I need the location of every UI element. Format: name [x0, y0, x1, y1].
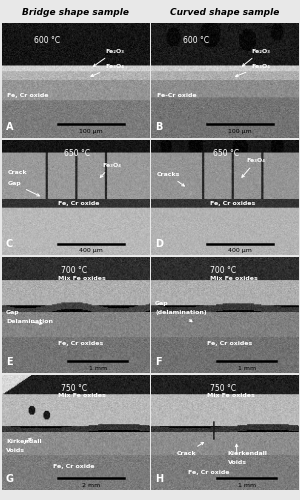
- Text: 1 mm: 1 mm: [238, 366, 256, 370]
- Text: 750 °C: 750 °C: [61, 384, 87, 393]
- Text: Fe₃O₄: Fe₃O₄: [91, 64, 124, 76]
- Text: Fe, Cr oxides: Fe, Cr oxides: [207, 342, 252, 346]
- Text: 700 °C: 700 °C: [61, 266, 87, 276]
- Text: C: C: [6, 240, 13, 250]
- Text: Fe₃O₄: Fe₃O₄: [100, 163, 121, 178]
- Text: 600 °C: 600 °C: [183, 36, 209, 46]
- Text: Delamination: Delamination: [6, 320, 53, 324]
- Text: Cracks: Cracks: [157, 172, 184, 186]
- Text: 650 °C: 650 °C: [213, 149, 239, 158]
- Text: D: D: [155, 240, 163, 250]
- Text: Curved shape sample: Curved shape sample: [170, 8, 279, 17]
- Text: Fe₃O₄: Fe₃O₄: [236, 64, 270, 76]
- Text: Fe-Cr oxide: Fe-Cr oxide: [157, 92, 196, 98]
- Text: Fe, Cr oxide: Fe, Cr oxide: [8, 92, 49, 98]
- Text: A: A: [6, 122, 14, 132]
- Text: Fe₃O₄: Fe₃O₄: [242, 158, 266, 178]
- Text: Fe, Cr oxide: Fe, Cr oxide: [58, 201, 99, 206]
- Text: Mix Fe oxides: Mix Fe oxides: [210, 276, 257, 280]
- Text: 100 μm: 100 μm: [228, 128, 252, 134]
- Text: 400 μm: 400 μm: [228, 248, 252, 254]
- Text: 650 °C: 650 °C: [64, 149, 90, 158]
- Text: 1 mm: 1 mm: [88, 366, 107, 370]
- Text: 700 °C: 700 °C: [210, 266, 236, 276]
- Text: Voids: Voids: [227, 444, 247, 465]
- Text: Kirkendall: Kirkendall: [6, 439, 42, 444]
- Text: Gap: Gap: [155, 301, 169, 306]
- Text: Mix Fe oxides: Mix Fe oxides: [58, 276, 106, 280]
- Text: E: E: [6, 357, 13, 367]
- Text: Fe, Cr oxides: Fe, Cr oxides: [210, 201, 255, 206]
- Text: Bridge shape sample: Bridge shape sample: [22, 8, 129, 17]
- Text: Kierkendall: Kierkendall: [227, 450, 267, 456]
- Text: Crack: Crack: [8, 170, 27, 174]
- Text: 1 mm: 1 mm: [238, 483, 256, 488]
- Text: Crack: Crack: [177, 442, 204, 456]
- Text: H: H: [155, 474, 163, 484]
- Text: Mix Fe oxides: Mix Fe oxides: [207, 393, 255, 398]
- Text: Fe, Cr oxide: Fe, Cr oxide: [188, 470, 229, 475]
- Text: Fe, Cr oxide: Fe, Cr oxide: [53, 464, 95, 469]
- Text: (delamination): (delamination): [155, 310, 207, 322]
- Text: Mix Fe oxides: Mix Fe oxides: [58, 393, 106, 398]
- Text: Fe, Cr oxides: Fe, Cr oxides: [58, 342, 103, 346]
- Text: 600 °C: 600 °C: [34, 36, 60, 46]
- Text: Gap: Gap: [8, 181, 39, 196]
- Text: 750 °C: 750 °C: [210, 384, 236, 393]
- Text: Voids: Voids: [6, 438, 31, 454]
- Text: F: F: [155, 357, 162, 367]
- Text: 100 μm: 100 μm: [79, 128, 103, 134]
- Text: Fe₂O₃: Fe₂O₃: [242, 49, 270, 66]
- Text: Fe₂O₃: Fe₂O₃: [93, 49, 124, 66]
- Text: 400 μm: 400 μm: [79, 248, 103, 254]
- Text: G: G: [6, 474, 14, 484]
- Text: B: B: [155, 122, 162, 132]
- Text: 2 mm: 2 mm: [82, 483, 100, 488]
- Text: Gap: Gap: [6, 310, 20, 315]
